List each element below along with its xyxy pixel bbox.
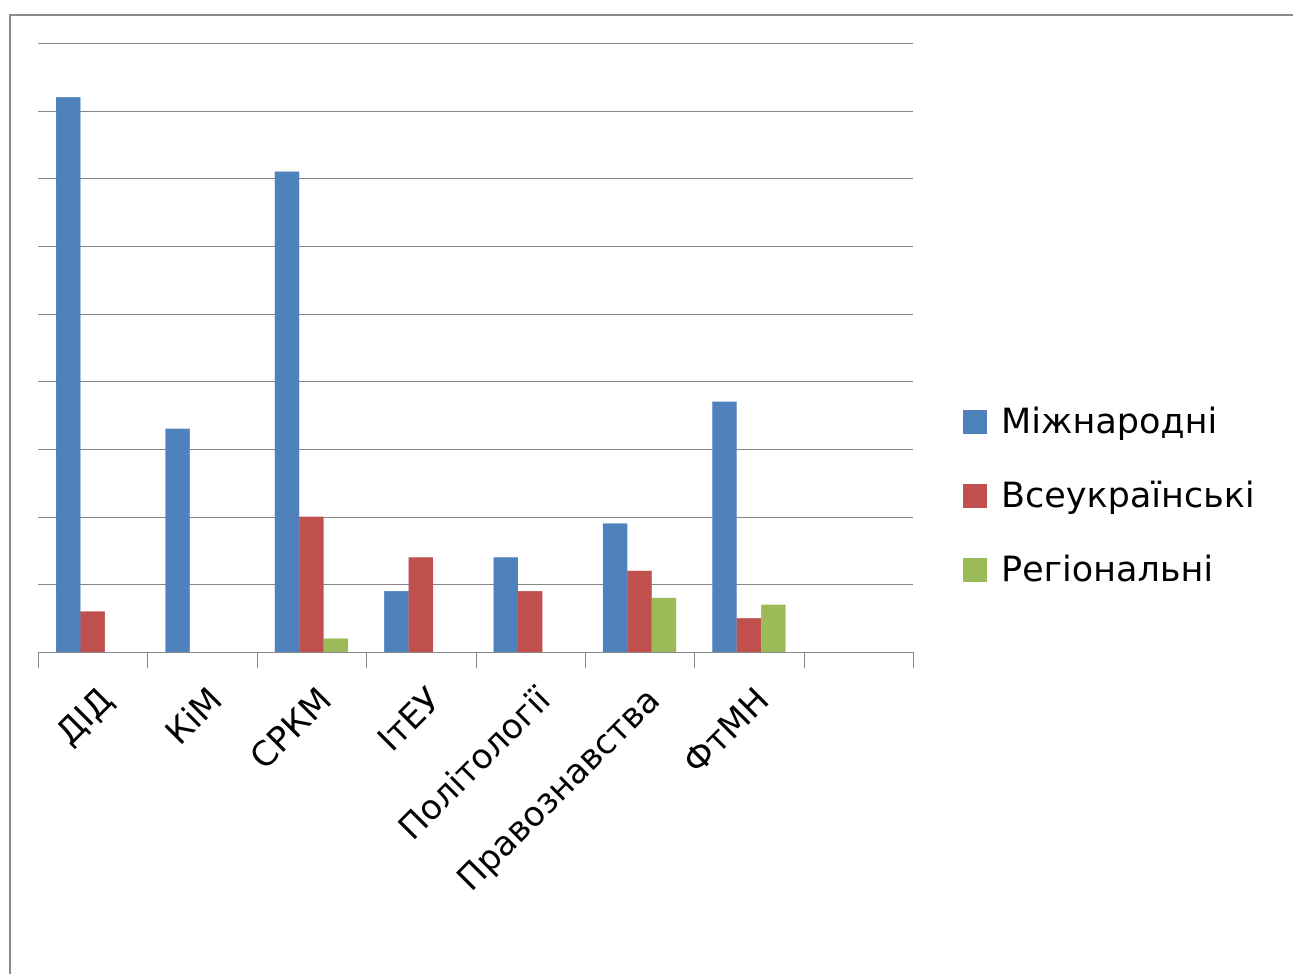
bar bbox=[736, 618, 762, 652]
x-tick-label: ДІД bbox=[48, 680, 121, 753]
legend-label: Міжнародні bbox=[1001, 402, 1217, 442]
x-tick-label: Правознавства bbox=[449, 680, 668, 899]
x-tick-label: СРКМ bbox=[242, 680, 339, 777]
x-tick-label: КіМ bbox=[158, 680, 231, 753]
bar bbox=[299, 516, 324, 652]
bar bbox=[627, 570, 652, 652]
bars bbox=[56, 97, 786, 652]
legend-swatch bbox=[963, 484, 987, 508]
bar bbox=[602, 523, 628, 652]
legend: Міжнародні Всеукраїнські Регіональні bbox=[963, 402, 1255, 590]
bar bbox=[761, 604, 786, 652]
legend-label: Регіональні bbox=[1001, 550, 1213, 590]
bar bbox=[56, 97, 81, 652]
bar bbox=[80, 611, 105, 652]
legend-swatch bbox=[963, 558, 987, 582]
chart-frame bbox=[9, 14, 1293, 974]
bar bbox=[651, 597, 677, 652]
x-axis bbox=[38, 652, 914, 668]
bar bbox=[408, 557, 434, 652]
x-tick-label: ІтЕУ bbox=[370, 680, 449, 759]
bar bbox=[274, 171, 300, 652]
bar bbox=[493, 557, 518, 652]
x-tick-label: ФтМН bbox=[675, 680, 777, 782]
legend-swatch bbox=[963, 410, 987, 434]
bar bbox=[712, 401, 737, 652]
bar bbox=[165, 428, 190, 652]
legend-label: Всеукраїнські bbox=[1001, 476, 1255, 516]
bar bbox=[384, 591, 409, 652]
gridlines bbox=[38, 43, 913, 585]
bar bbox=[517, 591, 543, 652]
bar bbox=[323, 638, 349, 652]
